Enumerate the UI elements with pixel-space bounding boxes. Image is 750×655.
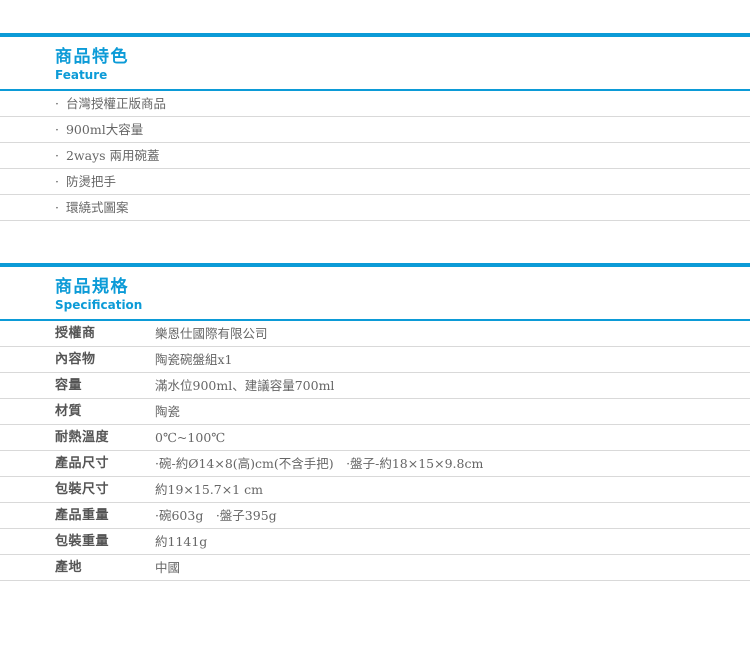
feature-item-label: 900ml大容量: [65, 122, 144, 137]
spec-row-label: 包裝尺寸: [55, 482, 110, 497]
bullet-dot: ·: [55, 174, 59, 189]
bullet-dot: ·: [55, 148, 59, 163]
feature-item-label: 台灣授權正版商品: [65, 96, 166, 111]
spec-row-label: 產品重量: [55, 508, 110, 523]
spec-row-value: 樂恩仕國際有限公司: [155, 326, 268, 341]
feature-item-label: 防燙把手: [65, 174, 116, 189]
spec-row-value: 陶瓷: [155, 404, 181, 419]
spec-row-value: 中國: [155, 560, 181, 575]
spec-row: 包裝尺寸 約19×15.7×1 cm: [0, 477, 750, 503]
spec-section-title: 商品規格: [55, 277, 129, 297]
spec-row-value: ·碗603g ·盤子395g: [155, 508, 277, 523]
spec-row: 產品尺寸 ·碗-約Ø14×8(高)cm(不含手把) ·盤子-約18×15×9.8…: [0, 451, 750, 477]
spec-row: 容量 滿水位900ml、建議容量700ml: [0, 373, 750, 399]
bullet-dot: ·: [55, 96, 59, 111]
feature-item-label: 環繞式圖案: [65, 200, 129, 215]
spec-section: 商品規格 Specification 授權商 樂恩仕國際有限公司 內容物 陶瓷碗…: [0, 263, 750, 581]
section-top-line: [0, 263, 750, 267]
spec-section-header: 商品規格 Specification: [0, 267, 750, 321]
spec-row-label: 包裝重量: [55, 534, 110, 549]
feature-item: · 2ways 兩用碗蓋: [0, 143, 750, 169]
spec-row-label: 授權商: [55, 326, 96, 341]
spec-row-label: 容量: [55, 378, 83, 393]
feature-item: · 防燙把手: [0, 169, 750, 195]
spec-table: 授權商 樂恩仕國際有限公司 內容物 陶瓷碗盤組x1 容量 滿水位900ml、建議…: [0, 321, 750, 581]
feature-item: · 環繞式圖案: [0, 195, 750, 221]
section-top-line: [0, 33, 750, 37]
spec-row: 產地 中國: [0, 555, 750, 581]
spec-row: 包裝重量 約1141g: [0, 529, 750, 555]
spec-row-value: 陶瓷碗盤組x1: [155, 352, 233, 367]
spec-row-value: 滿水位900ml、建議容量700ml: [155, 378, 335, 393]
spec-row-label: 耐熱溫度: [55, 430, 110, 445]
spec-row: 授權商 樂恩仕國際有限公司: [0, 321, 750, 347]
spec-row: 內容物 陶瓷碗盤組x1: [0, 347, 750, 373]
spec-row-value: ·碗-約Ø14×8(高)cm(不含手把) ·盤子-約18×15×9.8cm: [155, 456, 484, 471]
spec-row: 產品重量 ·碗603g ·盤子395g: [0, 503, 750, 529]
feature-list: · 台灣授權正版商品 · 900ml大容量 · 2ways 兩用碗蓋 · 防燙把手 · 環…: [0, 91, 750, 221]
feature-section-header: 商品特色 Feature: [0, 37, 750, 91]
spec-row: 材質 陶瓷: [0, 399, 750, 425]
spec-row: 耐熱溫度 0℃~100℃: [0, 425, 750, 451]
feature-item: · 台灣授權正版商品: [0, 91, 750, 117]
feature-section: 商品特色 Feature · 台灣授權正版商品 · 900ml大容量 · 2ways …: [0, 33, 750, 221]
spec-row-value: 0℃~100℃: [155, 430, 226, 445]
feature-section-title: 商品特色: [55, 47, 129, 67]
feature-item: · 900ml大容量: [0, 117, 750, 143]
spec-row-label: 內容物: [55, 352, 96, 367]
spec-row-label: 材質: [55, 404, 83, 419]
feature-item-label: 2ways 兩用碗蓋: [65, 148, 160, 163]
spec-row-value: 約1141g: [155, 534, 208, 549]
spec-row-value: 約19×15.7×1 cm: [155, 482, 263, 497]
bullet-dot: ·: [55, 122, 59, 137]
spec-row-label: 產地: [55, 560, 83, 575]
spec-section-subtitle: Specification: [55, 298, 143, 312]
feature-section-subtitle: Feature: [55, 68, 108, 82]
bullet-dot: ·: [55, 200, 59, 215]
spec-row-label: 產品尺寸: [55, 456, 110, 471]
